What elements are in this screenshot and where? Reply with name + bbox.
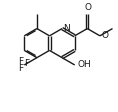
Text: O: O: [101, 31, 108, 40]
Text: F: F: [24, 59, 29, 68]
Text: O: O: [84, 3, 91, 12]
Text: OH: OH: [77, 60, 91, 69]
Text: F: F: [18, 64, 23, 73]
Text: F: F: [18, 57, 23, 66]
Text: N: N: [63, 24, 70, 32]
